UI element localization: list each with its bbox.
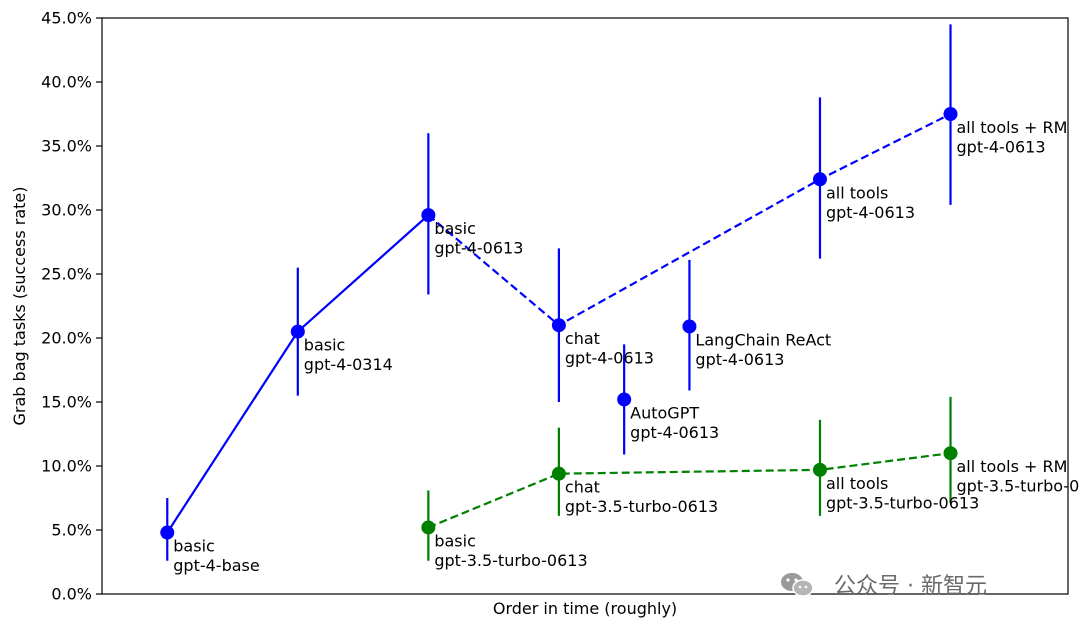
y-axis-ticks: 0.0% 5.0% 10.0% 15.0% 20.0% 25.0% 30.0% 35.0% 40… xyxy=(41,9,102,604)
point-annotations: basic gpt-4-base basic gpt-4-0314 basic gpt-4… xyxy=(173,118,1080,575)
x-axis-label: Order in time (roughly) xyxy=(493,599,677,618)
point-annotation: all tools gpt-4-0613 xyxy=(826,183,915,222)
data-point xyxy=(160,525,175,540)
data-point xyxy=(617,392,632,407)
series-1-dashed-line xyxy=(427,452,951,529)
y-tick-label: 40.0% xyxy=(41,73,92,92)
plot-frame xyxy=(101,17,1069,595)
data-point xyxy=(682,319,697,334)
y-tick-label: 15.0% xyxy=(41,393,92,412)
data-points xyxy=(160,107,958,540)
y-tick-label: 30.0% xyxy=(41,201,92,220)
y-tick-label: 5.0% xyxy=(51,521,92,540)
watermark-text: 公众号 · 新智元 xyxy=(834,574,987,599)
data-point xyxy=(812,172,827,187)
y-tick-label: 0.0% xyxy=(51,585,92,604)
y-axis-label: Grab bag tasks (success rate) xyxy=(10,187,29,426)
data-point xyxy=(290,324,305,339)
series-0-dashed-line xyxy=(427,113,952,327)
point-annotation: basic gpt-3.5-turbo-0613 xyxy=(434,531,587,570)
data-point xyxy=(943,107,958,121)
data-point xyxy=(551,466,566,481)
point-annotation: chat gpt-4-0613 xyxy=(565,329,654,368)
point-annotation: basic gpt-4-base xyxy=(173,537,259,576)
y-tick-label: 10.0% xyxy=(41,457,92,476)
y-tick-label: 20.0% xyxy=(41,329,92,348)
y-tick-label: 35.0% xyxy=(41,137,92,156)
point-annotation: LangChain ReAct gpt-4-0613 xyxy=(695,330,831,369)
data-point xyxy=(421,520,436,535)
data-point xyxy=(943,446,958,461)
point-annotation: basic gpt-4-0314 xyxy=(304,336,393,375)
wechat-icon xyxy=(781,573,814,597)
data-point xyxy=(551,318,566,333)
point-annotation: basic gpt-4-0613 xyxy=(434,219,523,258)
y-tick-label: 45.0% xyxy=(41,9,92,28)
point-annotation: all tools + RM gpt-4-0613 xyxy=(957,118,1068,157)
point-annotation: AutoGPT gpt-4-0613 xyxy=(630,403,719,442)
data-point xyxy=(421,208,436,223)
watermark: 公众号 · 新智元 xyxy=(781,573,987,599)
data-point xyxy=(812,462,827,477)
point-annotation: chat gpt-3.5-turbo-0613 xyxy=(565,478,718,517)
point-annotation: all tools gpt-3.5-turbo-0613 xyxy=(826,474,979,512)
y-tick-label: 25.0% xyxy=(41,265,92,284)
